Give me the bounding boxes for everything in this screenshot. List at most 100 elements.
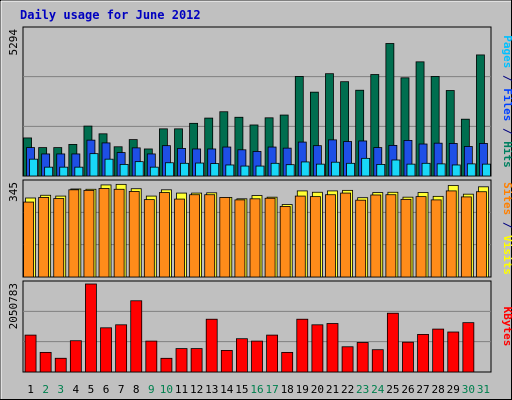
bar-kbytes-day-21: [326, 323, 339, 373]
bar-pages-day-8: [134, 161, 144, 177]
bar-kbytes-day-6: [100, 327, 112, 373]
x-tick-label-22: 22: [341, 383, 354, 396]
bar-pages-day-15: [240, 165, 250, 177]
bar-sites-day-25: [385, 194, 397, 278]
bar-kbytes-day-4: [69, 340, 82, 373]
bar-pages-day-17: [270, 162, 280, 177]
legend-item-hits-2: Files: [501, 88, 512, 121]
x-tick-label-13: 13: [205, 383, 218, 396]
bar-sites-day-27: [415, 196, 427, 278]
legend-item-visits-1: /: [501, 215, 512, 235]
bar-sites-day-4: [68, 189, 80, 278]
bar-kbytes-day-10: [160, 357, 173, 373]
bar-sites-day-13: [204, 194, 216, 278]
x-tick-label-19: 19: [296, 383, 309, 396]
x-tick-label-15: 15: [235, 383, 248, 396]
x-tick-label-17: 17: [265, 383, 278, 396]
bar-sites-day-11: [174, 198, 185, 278]
legend-item-hits-3: /: [501, 121, 512, 141]
bar-kbytes-day-27: [417, 334, 429, 373]
x-tick-label-5: 5: [88, 383, 95, 396]
bar-pages-day-5: [89, 153, 99, 177]
panel-kbytes: 2050783 KBytes: [7, 280, 512, 373]
bar-sites-day-14: [219, 197, 231, 278]
bar-kbytes-day-14: [220, 350, 233, 373]
bar-sites-day-19: [294, 195, 306, 278]
bar-kbytes-day-16: [251, 340, 263, 373]
bar-pages-day-30: [466, 163, 476, 177]
bar-sites-day-6: [98, 188, 110, 278]
bar-sites-day-3: [53, 198, 65, 278]
x-tick-label-14: 14: [220, 383, 234, 396]
bar-sites-day-1: [23, 201, 34, 278]
x-tick-label-11: 11: [175, 383, 188, 396]
bar-pages-day-9: [149, 166, 159, 177]
bar-sites-day-22: [340, 192, 351, 278]
legend-item-visits-0: Sites: [501, 182, 512, 215]
bar-pages-day-29: [451, 164, 461, 177]
bar-kbytes-day-9: [145, 340, 158, 373]
legend-item-kbytes-0: KBytes: [501, 307, 512, 347]
legend-item-hits-1: /: [501, 68, 512, 88]
bar-pages-day-13: [210, 163, 220, 177]
bar-pages-day-3: [59, 166, 69, 177]
x-tick-label-8: 8: [133, 383, 140, 396]
bar-pages-day-31: [482, 163, 491, 177]
bar-kbytes-day-22: [341, 346, 354, 373]
bar-kbytes-day-1: [24, 334, 37, 373]
bar-sites-day-10: [159, 192, 170, 278]
y-max-label-visits: 345: [7, 182, 20, 202]
legend-item-visits-2: Visits: [501, 235, 512, 275]
x-tick-label-7: 7: [118, 383, 125, 396]
bar-sites-day-8: [128, 191, 140, 278]
bar-kbytes-day-23: [356, 342, 369, 373]
bar-pages-day-27: [421, 162, 431, 177]
bar-sites-day-16: [249, 198, 261, 278]
bar-kbytes-day-24: [371, 349, 384, 373]
bar-kbytes-day-2: [39, 351, 52, 373]
bar-sites-day-28: [430, 199, 442, 278]
bar-sites-day-26: [400, 198, 412, 278]
x-tick-label-27: 27: [416, 383, 429, 396]
x-tick-label-10: 10: [160, 383, 173, 396]
bar-pages-day-2: [44, 166, 54, 177]
x-tick-label-26: 26: [401, 383, 414, 396]
panel-visits: 345 Sites / Visits: [7, 179, 512, 278]
bar-kbytes-day-17: [266, 334, 279, 373]
bar-kbytes-day-18: [281, 351, 294, 373]
x-tick-label-16: 16: [250, 383, 263, 396]
bar-sites-day-30: [460, 196, 472, 278]
x-tick-label-30: 30: [462, 383, 475, 396]
bar-kbytes-day-13: [205, 318, 218, 373]
legend-item-hits-0: Pages: [501, 35, 512, 68]
bar-sites-day-9: [143, 199, 155, 278]
bar-pages-day-28: [436, 163, 446, 177]
bar-pages-day-14: [225, 164, 235, 177]
chart-panels: 5294 Pages / Files / Hits 345 Sites / Visit…: [7, 26, 512, 373]
x-tick-label-9: 9: [148, 383, 155, 396]
bar-pages-day-18: [285, 164, 295, 177]
y-max-label-hits: 5294: [7, 29, 20, 56]
x-axis-labels: 1 2 3 4 5 6 7 8 9 10 11 12 13 14 15 16 17 18 19 20 21 22 23 24 2…: [27, 383, 490, 396]
bar-kbytes-day-20: [311, 324, 324, 373]
bar-sites-day-12: [189, 194, 201, 278]
bar-sites-day-15: [234, 199, 246, 278]
y-max-label-kbytes: 2050783: [7, 283, 20, 329]
x-tick-label-20: 20: [311, 383, 324, 396]
bar-pages-day-25: [391, 159, 401, 177]
legend-hits: Pages / Files / Hits: [501, 35, 512, 168]
bar-kbytes-day-8: [130, 300, 143, 373]
bar-sites-day-21: [325, 194, 336, 278]
bar-sites-day-23: [355, 199, 367, 278]
bar-kbytes-day-15: [235, 338, 248, 373]
bar-kbytes-day-3: [54, 357, 67, 373]
bar-pages-day-22: [346, 162, 355, 177]
bar-sites-day-20: [309, 196, 321, 278]
legend-visits: Sites / Visits: [501, 182, 512, 275]
bar-sites-day-5: [83, 189, 95, 278]
bar-pages-day-4: [74, 166, 84, 177]
bar-pages-day-23: [361, 157, 371, 177]
bar-pages-day-21: [331, 161, 340, 177]
bar-kbytes-day-28: [432, 328, 445, 373]
